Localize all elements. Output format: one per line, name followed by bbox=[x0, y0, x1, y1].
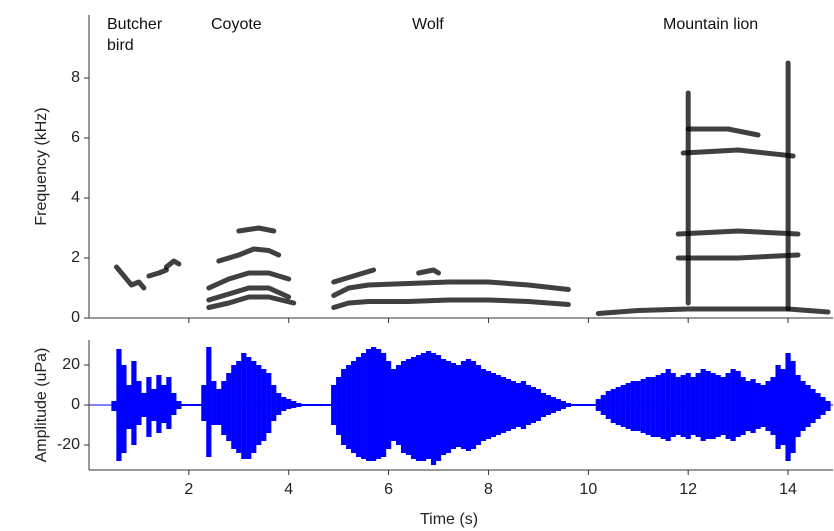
harmonic-trace bbox=[331, 279, 571, 298]
annotation: Wolf bbox=[412, 16, 444, 33]
y-tick-label: 4 bbox=[71, 189, 80, 206]
y-axis-label: Frequency (kHz) bbox=[33, 107, 50, 225]
harmonic-trace bbox=[236, 225, 277, 234]
harmonic-trace bbox=[216, 246, 282, 264]
y-axis-label: Amplitude (uPa) bbox=[33, 348, 50, 463]
harmonic-trace bbox=[163, 258, 182, 270]
harmonic-trace bbox=[680, 147, 796, 159]
harmonic-trace bbox=[595, 306, 831, 316]
x-axis-label: Time (s) bbox=[420, 511, 478, 528]
y-tick-label: 0 bbox=[71, 396, 80, 413]
x-tick-label: 12 bbox=[679, 481, 697, 498]
harmonic-trace bbox=[206, 285, 292, 303]
y-tick-label: 8 bbox=[71, 69, 80, 86]
y-tick-label: 20 bbox=[62, 356, 80, 373]
y-tick-label: 6 bbox=[71, 129, 80, 146]
harmonic-trace bbox=[146, 267, 169, 279]
harmonic-trace bbox=[416, 267, 441, 276]
annotation: Mountain lion bbox=[663, 16, 759, 33]
harmonic-trace bbox=[331, 297, 571, 310]
x-tick-label: 14 bbox=[779, 481, 797, 498]
annotation: Butcher bird bbox=[107, 16, 163, 54]
harmonic-trace bbox=[331, 267, 377, 285]
harmonic-trace bbox=[675, 228, 801, 237]
x-tick-label: 2 bbox=[184, 481, 193, 498]
y-tick-label: 0 bbox=[71, 309, 80, 326]
harmonic-trace bbox=[206, 294, 297, 310]
x-tick-label: 8 bbox=[484, 481, 493, 498]
harmonic-trace bbox=[675, 252, 801, 261]
harmonic-trace bbox=[206, 270, 292, 291]
x-tick-label: 6 bbox=[384, 481, 393, 498]
x-tick-label: 10 bbox=[579, 481, 597, 498]
harmonic-trace bbox=[114, 264, 147, 291]
y-tick-label: -20 bbox=[57, 436, 80, 453]
annotation: Coyote bbox=[211, 16, 262, 33]
harmonic-trace bbox=[685, 126, 761, 138]
x-tick-label: 4 bbox=[284, 481, 293, 498]
y-tick-label: 2 bbox=[71, 249, 80, 266]
